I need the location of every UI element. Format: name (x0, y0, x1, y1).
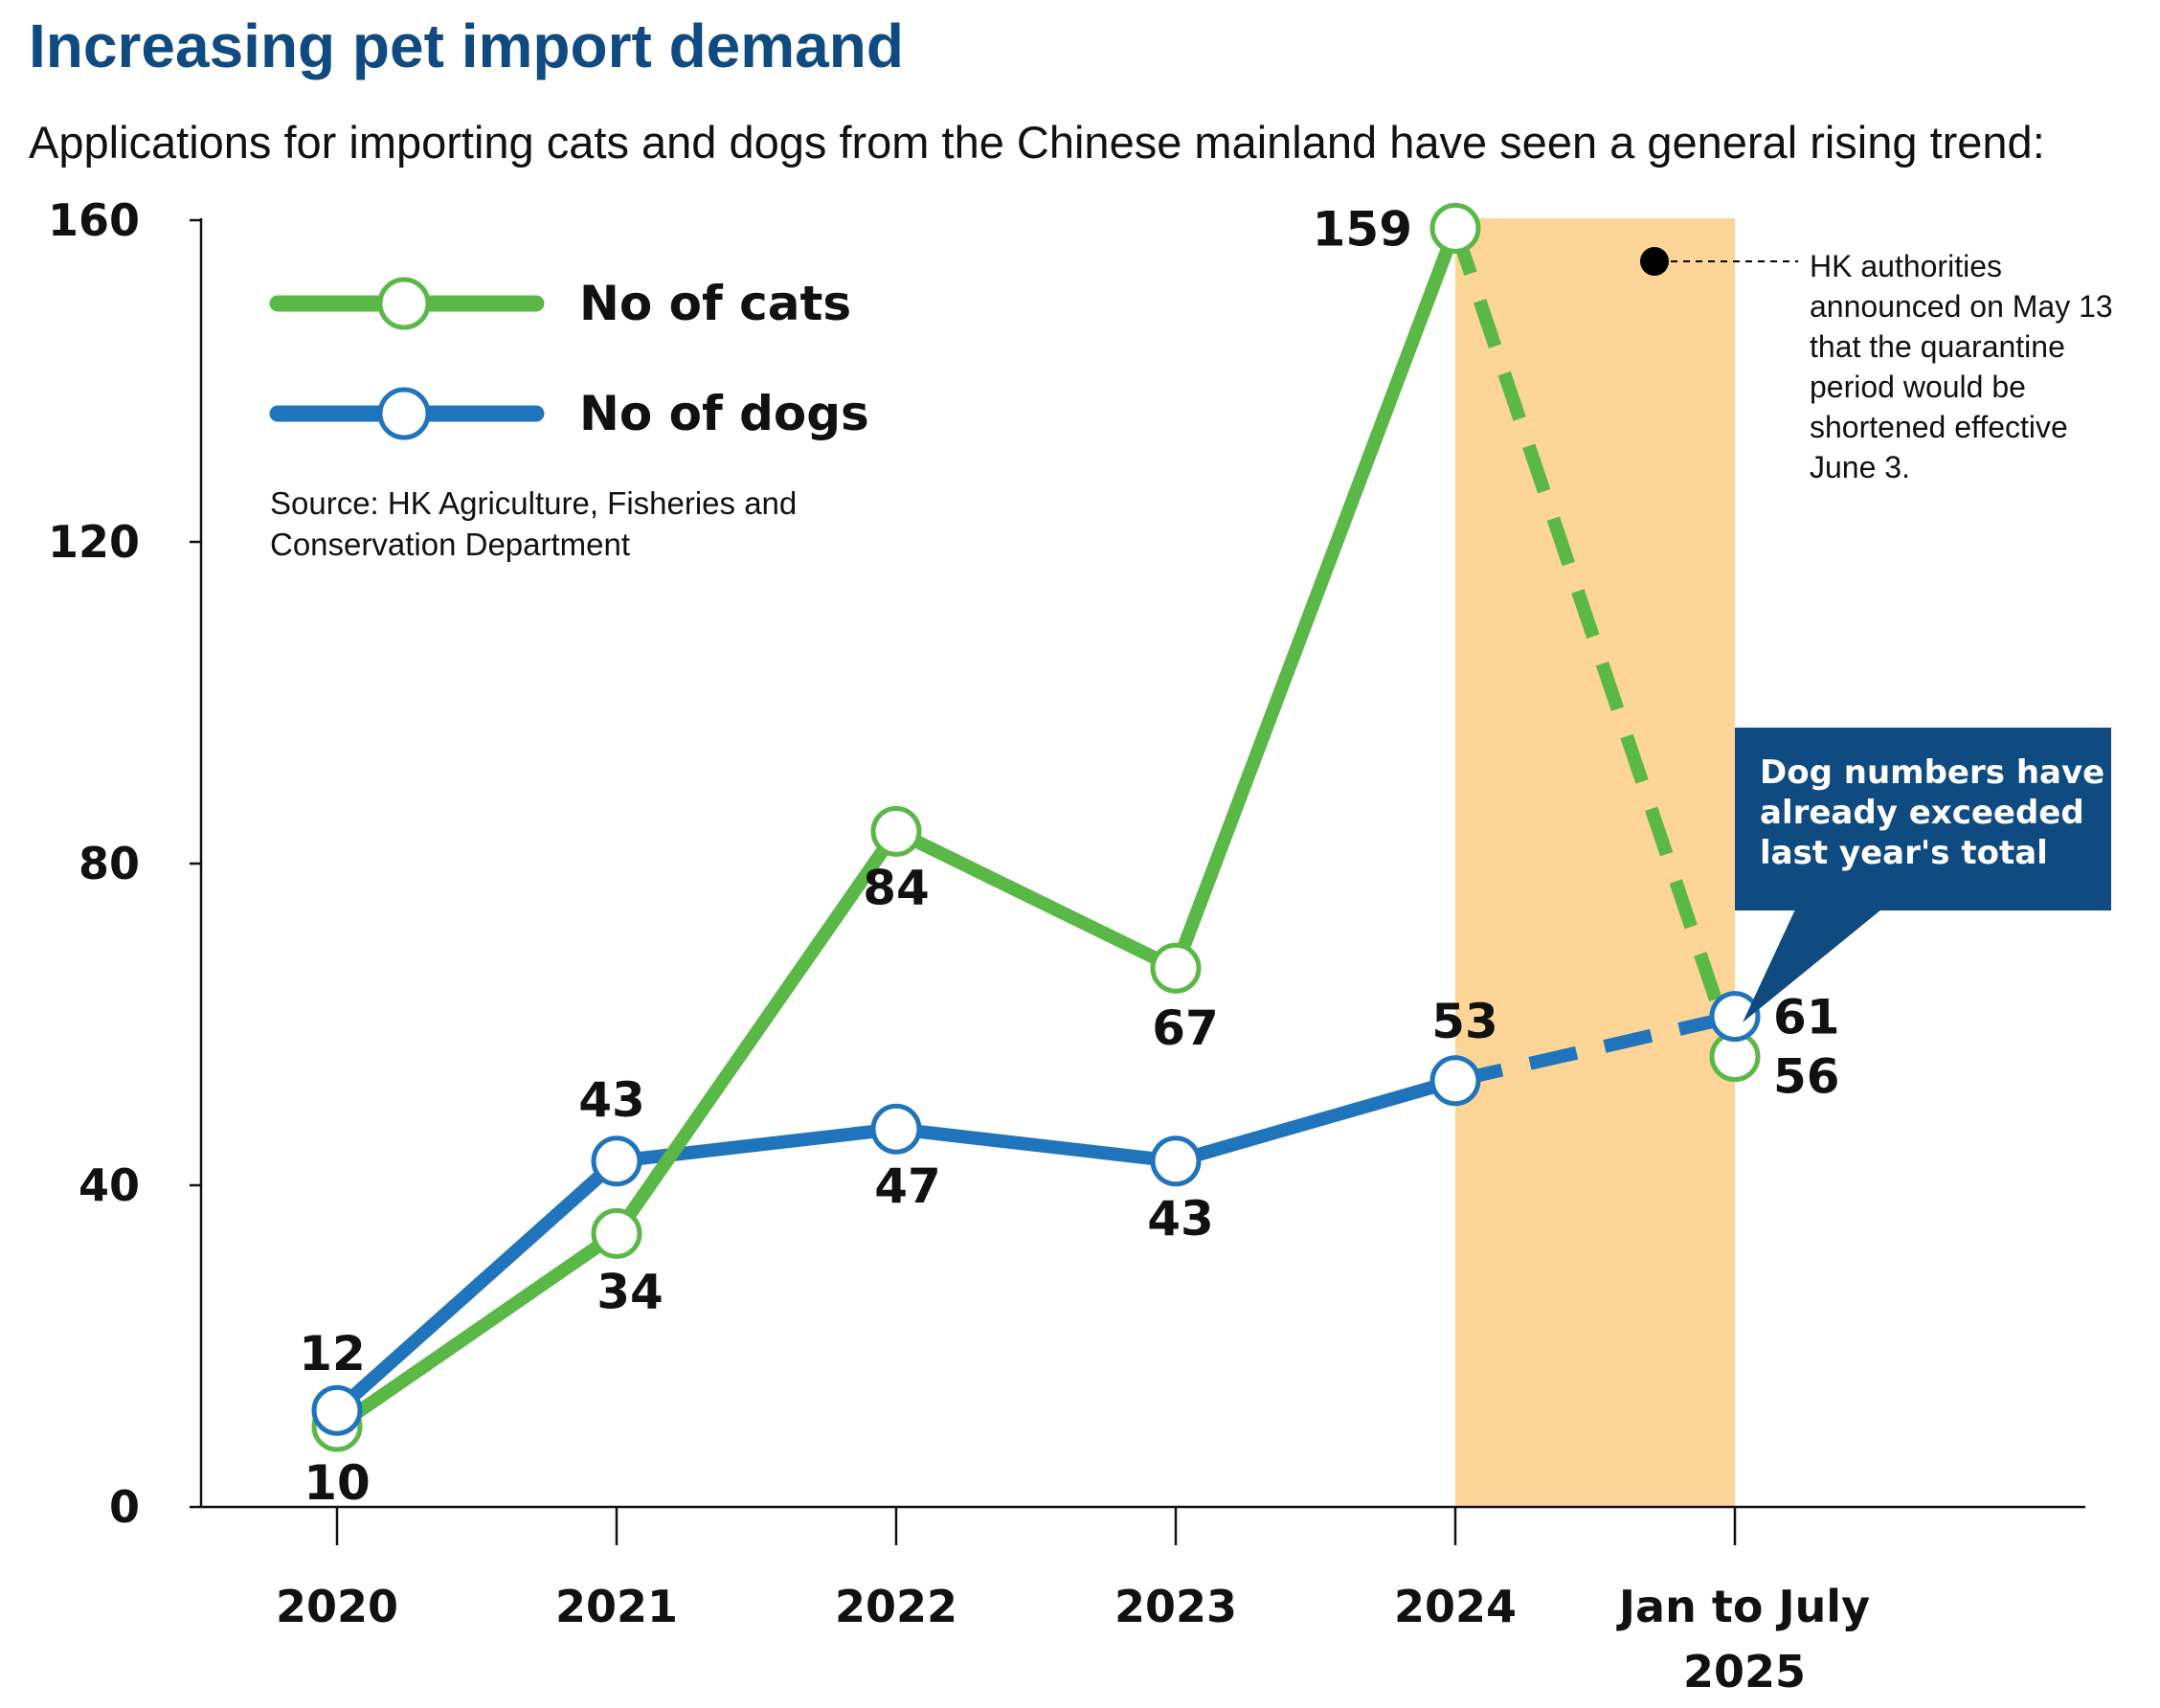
dogs-data-label: 12 (299, 1326, 366, 1382)
callout: Dog numbers have already exceeded last y… (1735, 728, 2111, 1023)
chart-subtitle: Applications for importing cats and dogs… (29, 117, 2045, 168)
callout-line-1: Dog numbers have (1760, 753, 2104, 792)
dogs-line-dashed (1453, 1009, 1737, 1088)
x-tick-label: 2020 (276, 1581, 398, 1632)
cats-data-label: 10 (304, 1455, 371, 1511)
callout-pointer (1743, 910, 1881, 1023)
cats-data-label: 67 (1152, 1000, 1219, 1056)
annotation-line-2: announced on May 13 (1810, 289, 2113, 324)
annotation-line-4: period would be (1810, 370, 2026, 404)
data-labels: 10 34 84 67 159 56 12 43 47 43 53 61 (299, 201, 1839, 1511)
dogs-data-label: 53 (1431, 994, 1498, 1049)
cats-data-label: 56 (1773, 1049, 1840, 1105)
y-tick-label: 80 (79, 838, 140, 889)
dogs-point (1709, 991, 1761, 1043)
callout-box (1735, 728, 2111, 910)
callout-line-2: already exceeded (1760, 794, 2084, 832)
legend-dogs-marker (377, 387, 431, 440)
dogs-point (870, 1103, 922, 1155)
cats-data-label: 159 (1313, 201, 1412, 257)
dogs-data-label: 47 (874, 1158, 941, 1214)
x-tick-label: 2021 (555, 1581, 678, 1632)
x-tick-label: 2025 (1683, 1646, 1806, 1697)
source-line-2: Conservation Department (270, 527, 630, 562)
x-tick-label: 2022 (835, 1581, 957, 1632)
annotation-dot (1640, 247, 1669, 276)
source-note: Source: HK Agriculture, Fisheries and Co… (270, 485, 797, 562)
x-tick-label: 2023 (1114, 1581, 1237, 1632)
y-tick-label: 120 (48, 516, 140, 568)
dogs-data-label: 61 (1773, 990, 1840, 1045)
x-tick-label: Jan to July (1616, 1581, 1870, 1632)
cats-line-dashed (1449, 226, 1742, 1059)
annotation-line-6: June 3. (1810, 450, 1910, 484)
dogs-point (1429, 1055, 1481, 1107)
dogs-data-label: 43 (1147, 1191, 1214, 1247)
dogs-point (311, 1384, 363, 1436)
y-tick-label: 0 (109, 1481, 140, 1533)
y-tick-label: 40 (79, 1159, 140, 1211)
annotation: HK authorities announced on May 13 that … (1640, 247, 2113, 484)
legend: No of cats No of dogs (269, 276, 869, 441)
callout-line-3: last year's total (1760, 834, 2048, 872)
highlight-band (1455, 218, 1735, 1507)
source-line-1: Source: HK Agriculture, Fisheries and (270, 485, 797, 521)
legend-cats-marker (377, 277, 431, 330)
cats-point (870, 805, 922, 857)
dogs-point (591, 1135, 642, 1187)
legend-dogs-label: No of dogs (579, 386, 869, 441)
axes: 0 40 80 120 160 2020 2021 2022 2023 2024 Jan to Ju… (48, 194, 2085, 1697)
annotation-line-5: shortened effective (1810, 410, 2068, 444)
annotation-line-1: HK authorities (1810, 249, 2002, 283)
dogs-point (1150, 1135, 1202, 1187)
chart-title: Increasing pet import demand (29, 11, 904, 80)
cats-point (1150, 942, 1202, 994)
cats-point (591, 1207, 642, 1259)
y-tick-label: 160 (48, 194, 140, 246)
x-tick-label: 2024 (1394, 1581, 1517, 1632)
cats-data-label: 34 (596, 1264, 664, 1319)
annotation-line-3: that the quarantine (1810, 329, 2065, 364)
series-points (311, 202, 1761, 1452)
dogs-data-label: 43 (578, 1072, 645, 1128)
legend-cats-label: No of cats (579, 276, 851, 331)
cats-point (1429, 202, 1481, 254)
cats-data-label: 84 (863, 860, 930, 915)
